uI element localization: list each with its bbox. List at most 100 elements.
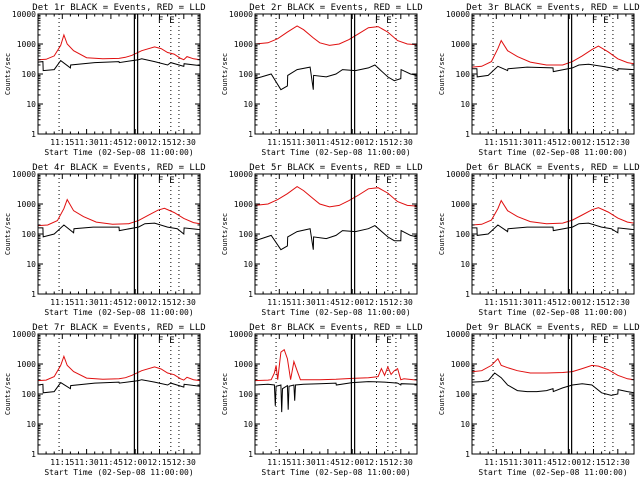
x-tick-label: 11:45: [533, 138, 557, 147]
y-tick-label: 10000: [12, 10, 36, 19]
chart-title: Det 5r BLACK = Events, RED = LLD: [249, 163, 422, 173]
marker-label-e: E: [169, 176, 174, 186]
y-tick-label: 10: [460, 420, 470, 429]
plot-frame: [254, 333, 418, 455]
x-tick-label: 11:15: [267, 138, 291, 147]
series-line-lld: [254, 348, 418, 382]
x-tick-label: 12:15: [581, 138, 605, 147]
chart-panel-4: Det 4r BLACK = Events, RED = LLD F E 1 10 100…: [4, 163, 206, 317]
chart-title: Det 1r BLACK = Events, RED = LLD: [32, 3, 205, 13]
y-tick-label: 1000: [234, 360, 253, 369]
chart-title: Det 7r BLACK = Events, RED = LLD: [32, 323, 205, 333]
y-tick-label: 1000: [234, 40, 253, 49]
x-tick-label: 11:45: [533, 298, 557, 307]
chart-panel-3: Det 3r BLACK = Events, RED = LLD F E 1 10 100…: [438, 3, 640, 157]
x-tick-label: 12:30: [172, 138, 196, 147]
y-tick-label: 10000: [446, 170, 470, 179]
x-tick-label: 11:30: [292, 458, 316, 467]
y-tick-label: 1: [31, 450, 36, 459]
marker-label-e: E: [386, 336, 391, 346]
x-tick-label: 12:15: [147, 458, 171, 467]
x-tick-label: 11:15: [484, 138, 508, 147]
y-tick-label: 1: [31, 130, 36, 139]
series-line-events: [38, 222, 201, 238]
plot-frame: [37, 13, 201, 135]
chart-title: Det 3r BLACK = Events, RED = LLD: [466, 3, 639, 13]
series-line-events: [471, 372, 635, 396]
x-tick-label: 12:30: [389, 298, 413, 307]
x-tick-label: 12:30: [172, 298, 196, 307]
x-tick-label: 11:45: [99, 458, 123, 467]
y-tick-label: 100: [239, 390, 254, 399]
y-tick-label: 1: [248, 130, 253, 139]
series-line-lld: [471, 39, 635, 68]
x-tick-label: 12:00: [123, 138, 147, 147]
y-tick-label: 10: [243, 420, 253, 429]
x-tick-label: 12:30: [389, 138, 413, 147]
x-tick-label: 11:45: [99, 298, 123, 307]
marker-label-e: E: [603, 336, 608, 346]
chart-title: Det 9r BLACK = Events, RED = LLD: [466, 323, 639, 333]
x-tick-label: 11:15: [50, 138, 74, 147]
y-tick-label: 10000: [229, 170, 253, 179]
series-line-events: [472, 222, 635, 236]
chart-panel-8: Det 8r BLACK = Events, RED = LLD F E 1 10 100…: [221, 323, 423, 477]
y-tick-label: 10000: [446, 10, 470, 19]
chart-panel-1: Det 1r BLACK = Events, RED = LLD F E 1 10 100…: [4, 3, 206, 157]
x-tick-label: 12:00: [123, 298, 147, 307]
chart-title: Det 2r BLACK = Events, RED = LLD: [249, 3, 422, 13]
x-tick-label: 12:30: [606, 298, 630, 307]
x-tick-label: 11:30: [292, 138, 316, 147]
marker-label-f: F: [592, 176, 597, 186]
y-axis-label: Counts/sec: [438, 213, 446, 255]
y-axis-label: Counts/sec: [221, 373, 229, 415]
x-tick-label: 11:45: [316, 458, 340, 467]
marker-label-f: F: [375, 16, 380, 26]
x-axis-label: Start Time (02-Sep-08 11:00:00): [44, 468, 193, 477]
x-tick-label: 11:30: [75, 458, 99, 467]
y-tick-label: 10000: [446, 330, 470, 339]
x-axis-label: Start Time (02-Sep-08 11:00:00): [478, 468, 627, 477]
y-tick-label: 10: [243, 260, 253, 269]
chart-title: Det 4r BLACK = Events, RED = LLD: [32, 163, 205, 173]
marker-label-e: E: [169, 336, 174, 346]
series-line-events: [254, 225, 418, 251]
y-tick-label: 1: [248, 290, 253, 299]
y-axis-label: Counts/sec: [221, 213, 229, 255]
y-tick-label: 1000: [451, 40, 470, 49]
y-tick-label: 1000: [451, 200, 470, 209]
series-line-lld: [37, 354, 201, 382]
series-line-lld: [471, 199, 635, 226]
y-tick-label: 100: [456, 390, 471, 399]
y-tick-label: 10: [460, 260, 470, 269]
x-tick-label: 11:45: [316, 138, 340, 147]
x-tick-label: 12:00: [557, 138, 581, 147]
series-line-events: [37, 379, 201, 394]
marker-label-e: E: [386, 176, 391, 186]
marker-label-f: F: [158, 336, 163, 346]
y-tick-label: 1: [465, 130, 470, 139]
y-tick-label: 10: [26, 420, 36, 429]
x-tick-label: 12:30: [389, 458, 413, 467]
x-tick-label: 11:15: [267, 458, 291, 467]
x-axis-label: Start Time (02-Sep-08 11:00:00): [44, 308, 193, 317]
marker-label-e: E: [603, 176, 608, 186]
x-tick-label: 11:45: [99, 138, 123, 147]
y-tick-label: 1000: [234, 200, 253, 209]
x-tick-label: 11:30: [509, 138, 533, 147]
marker-label-f: F: [375, 336, 380, 346]
x-tick-label: 11:30: [75, 138, 99, 147]
y-axis-label: Counts/sec: [4, 53, 12, 95]
x-tick-label: 11:45: [533, 458, 557, 467]
y-tick-label: 10: [243, 100, 253, 109]
y-tick-label: 100: [22, 70, 37, 79]
marker-label-f: F: [592, 336, 597, 346]
x-tick-label: 11:30: [292, 298, 316, 307]
series-line-lld: [37, 33, 201, 61]
y-tick-label: 1000: [17, 200, 36, 209]
marker-label-f: F: [375, 176, 380, 186]
x-tick-label: 12:00: [340, 458, 364, 467]
x-tick-label: 12:30: [172, 458, 196, 467]
x-axis-label: Start Time (02-Sep-08 11:00:00): [261, 148, 410, 157]
